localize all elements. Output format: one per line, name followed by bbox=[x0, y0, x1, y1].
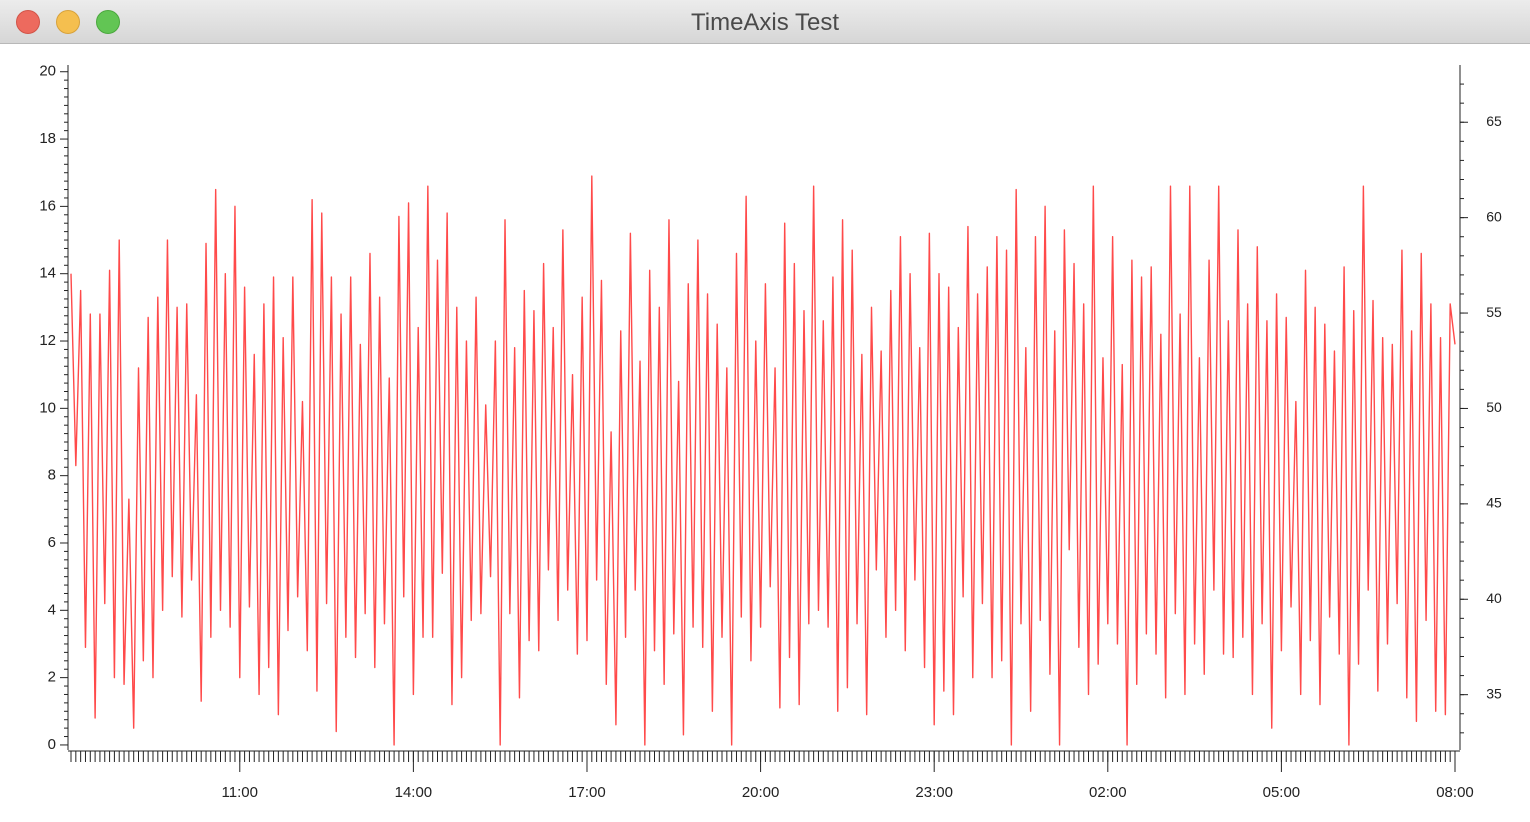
window-title: TimeAxis Test bbox=[690, 9, 840, 36]
close-button[interactable] bbox=[16, 10, 40, 34]
x-tick-label: 14:00 bbox=[395, 784, 433, 801]
y2-tick-label: 45 bbox=[1486, 495, 1502, 511]
y-tick-label: 8 bbox=[48, 467, 56, 484]
title-bar: TimeAxis Test bbox=[0, 0, 1530, 44]
y-tick-label: 6 bbox=[48, 534, 56, 551]
x-tick-label: 20:00 bbox=[742, 784, 780, 801]
y2-tick-label: 50 bbox=[1486, 399, 1502, 415]
x-tick-label: 11:00 bbox=[222, 784, 258, 801]
chart: 0 2 4 6 8 10 12 14 16 18 20 35 40 45 50 55 60 65 11:00 14:0… bbox=[39, 63, 1502, 801]
x-tick-label: 02:00 bbox=[1089, 784, 1127, 801]
zoom-button[interactable] bbox=[96, 10, 120, 34]
y-tick-label: 2 bbox=[48, 669, 56, 686]
y2-tick-label: 60 bbox=[1486, 208, 1502, 224]
minimize-button[interactable] bbox=[56, 10, 80, 34]
y-tick-label: 14 bbox=[39, 265, 56, 282]
y2-tick-label: 65 bbox=[1486, 113, 1502, 129]
y-tick-label: 18 bbox=[39, 130, 56, 147]
y-tick-label: 20 bbox=[39, 63, 56, 80]
y2-tick-label: 40 bbox=[1486, 590, 1502, 606]
y2-tick-label: 35 bbox=[1486, 685, 1502, 701]
y-tick-label: 16 bbox=[39, 197, 56, 214]
y-tick-label: 12 bbox=[39, 332, 56, 349]
data-line bbox=[70, 175, 1456, 746]
x-tick-label: 17:00 bbox=[568, 784, 606, 801]
y-tick-label: 10 bbox=[39, 399, 56, 416]
x-tick-label: 08:00 bbox=[1436, 784, 1474, 801]
y-tick-label: 4 bbox=[48, 601, 56, 618]
y2-tick-label: 55 bbox=[1486, 304, 1502, 320]
x-tick-label: 23:00 bbox=[915, 784, 953, 801]
y-tick-label: 0 bbox=[48, 736, 56, 753]
x-tick-label: 05:00 bbox=[1263, 784, 1301, 801]
